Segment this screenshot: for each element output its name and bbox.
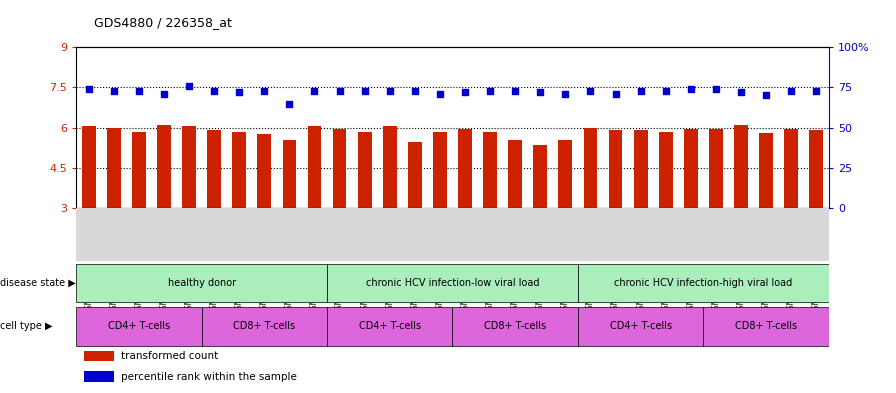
Text: CD8+ T-cells: CD8+ T-cells <box>233 321 296 331</box>
Bar <box>608 130 623 208</box>
Point <box>132 88 146 94</box>
Point <box>257 88 271 94</box>
Text: CD8+ T-cells: CD8+ T-cells <box>735 321 797 331</box>
Text: CD4+ T-cells: CD4+ T-cells <box>609 321 672 331</box>
Bar <box>83 351 114 361</box>
Bar <box>703 307 829 346</box>
Text: GDS4880 / 226358_at: GDS4880 / 226358_at <box>94 16 232 29</box>
Point <box>182 83 196 89</box>
Text: chronic HCV infection-high viral load: chronic HCV infection-high viral load <box>615 278 792 288</box>
Bar <box>508 140 522 208</box>
Point <box>232 89 246 95</box>
Bar <box>709 129 723 208</box>
Bar <box>327 307 452 346</box>
Bar <box>182 127 196 208</box>
Point <box>383 88 397 94</box>
Point <box>533 89 547 95</box>
Bar <box>358 132 372 208</box>
Bar <box>383 127 397 208</box>
Point <box>483 88 497 94</box>
Point <box>408 88 422 94</box>
Bar <box>483 132 497 208</box>
Bar <box>809 130 823 208</box>
Bar <box>734 125 748 208</box>
Point <box>684 86 698 92</box>
Bar <box>583 128 598 208</box>
Bar <box>82 127 96 208</box>
Point <box>332 88 347 94</box>
Bar <box>107 128 121 208</box>
Point <box>282 101 297 107</box>
Point <box>508 88 522 94</box>
Bar <box>408 143 422 208</box>
Bar <box>76 307 202 346</box>
Text: CD4+ T-cells: CD4+ T-cells <box>108 321 170 331</box>
Bar <box>232 132 246 208</box>
Bar <box>332 129 347 208</box>
Bar <box>533 145 547 208</box>
Bar <box>433 132 447 208</box>
Bar <box>202 307 327 346</box>
Bar <box>282 140 297 208</box>
Point <box>659 88 673 94</box>
Point <box>433 91 447 97</box>
Bar <box>759 133 773 208</box>
Bar <box>458 129 472 208</box>
Text: chronic HCV infection-low viral load: chronic HCV infection-low viral load <box>366 278 539 288</box>
Bar <box>257 134 271 208</box>
Point <box>558 91 573 97</box>
Bar <box>307 127 322 208</box>
Text: healthy donor: healthy donor <box>168 278 236 288</box>
Bar <box>578 263 829 303</box>
Bar <box>76 263 327 303</box>
Bar <box>633 130 648 208</box>
Point <box>608 91 623 97</box>
Point <box>734 89 748 95</box>
Bar <box>452 307 578 346</box>
Point <box>82 86 96 92</box>
Bar <box>83 371 114 382</box>
Point <box>107 88 121 94</box>
Point <box>759 92 773 99</box>
Bar <box>132 132 146 208</box>
Bar <box>327 263 578 303</box>
Point <box>207 88 221 94</box>
Point <box>358 88 372 94</box>
Bar <box>784 129 798 208</box>
Text: cell type ▶: cell type ▶ <box>0 321 53 331</box>
Bar <box>684 129 698 208</box>
Text: disease state ▶: disease state ▶ <box>0 278 76 288</box>
Point <box>583 88 598 94</box>
Text: transformed count: transformed count <box>121 351 219 361</box>
Text: CD4+ T-cells: CD4+ T-cells <box>358 321 421 331</box>
Point <box>157 91 171 97</box>
Point <box>709 86 723 92</box>
Text: percentile rank within the sample: percentile rank within the sample <box>121 372 297 382</box>
Point <box>784 88 798 94</box>
Bar <box>558 140 573 208</box>
Bar <box>578 307 703 346</box>
Point <box>458 89 472 95</box>
Point <box>633 88 648 94</box>
Bar <box>207 130 221 208</box>
Point <box>809 88 823 94</box>
Text: CD8+ T-cells: CD8+ T-cells <box>484 321 547 331</box>
Bar <box>157 125 171 208</box>
Point <box>307 88 322 94</box>
Bar <box>659 132 673 208</box>
